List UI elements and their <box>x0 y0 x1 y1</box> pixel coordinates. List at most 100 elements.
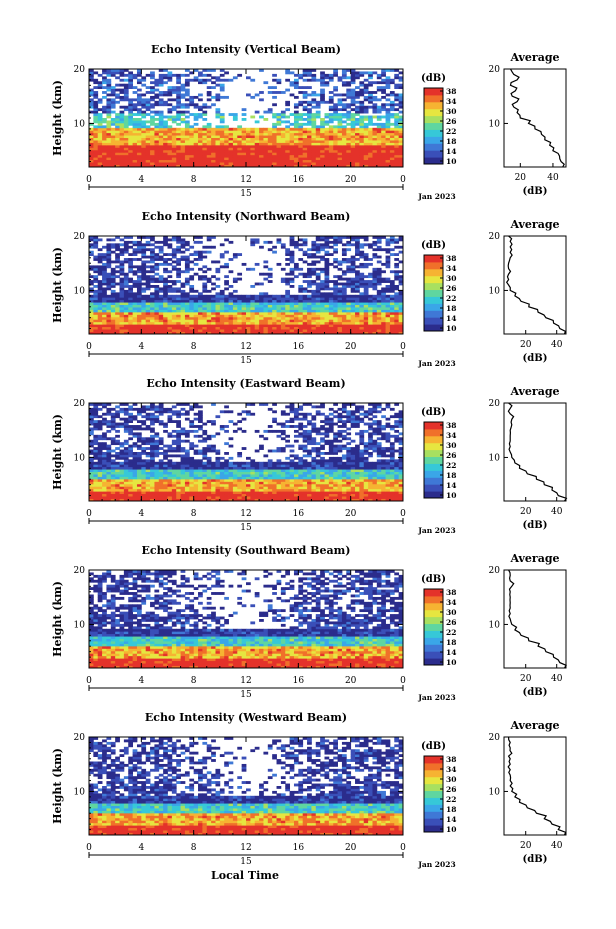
heatmap-cell <box>110 93 116 97</box>
heatmap-cell <box>215 152 221 156</box>
heatmap-cell <box>93 95 99 99</box>
heatmap-cell <box>189 478 195 482</box>
heatmap-cell <box>145 316 151 320</box>
heatmap-cell <box>315 272 321 276</box>
heatmap-cell <box>97 115 103 119</box>
heatmap-cell <box>324 304 330 308</box>
heatmap-cell <box>363 321 369 325</box>
heatmap-cell <box>333 130 338 134</box>
heatmap-cell <box>359 292 365 296</box>
heatmap-cell <box>158 78 164 82</box>
heatmap-cell <box>315 481 321 485</box>
heatmap-cell <box>228 309 234 313</box>
heatmap-cell <box>154 304 160 308</box>
heatmap-cell <box>302 299 308 303</box>
heatmap-cell <box>368 302 373 305</box>
heatmap-cell <box>158 140 164 143</box>
heatmap-cell <box>136 326 142 330</box>
colorbar-tick-label: 34 <box>446 97 456 106</box>
heatmap-cell <box>102 137 107 141</box>
heatmap-cell <box>311 270 317 274</box>
heatmap-cell <box>394 125 400 129</box>
heatmap-cell <box>355 100 360 104</box>
heatmap-cell <box>119 147 125 151</box>
heatmap-cell <box>280 127 286 131</box>
heatmap-cell <box>276 294 282 298</box>
heatmap-cell <box>259 69 264 72</box>
heatmap-cell <box>328 498 334 502</box>
heatmap-cell <box>211 164 216 168</box>
heatmap-cell <box>298 164 304 168</box>
heatmap-cell <box>193 319 199 323</box>
heatmap-cell <box>368 280 373 283</box>
heatmap-cell <box>232 314 238 318</box>
heatmap-cell <box>102 302 107 305</box>
heatmap-cell <box>237 277 243 281</box>
heatmap-cell <box>132 142 138 146</box>
heatmap-cell <box>123 326 129 330</box>
heatmap-cell <box>110 476 116 480</box>
heatmap-cell <box>237 152 243 156</box>
heatmap-cell <box>206 319 212 323</box>
heatmap-cell <box>89 287 94 291</box>
heatmap-cell <box>154 78 160 82</box>
heatmap-cell <box>145 486 151 490</box>
heatmap-cell <box>215 132 221 136</box>
heatmap-cell <box>337 481 343 485</box>
heatmap-cell <box>97 331 103 335</box>
heatmap-cell <box>368 493 373 497</box>
heatmap-cell <box>289 135 295 138</box>
heatmap-cell <box>341 93 347 97</box>
heatmap-cell <box>189 157 195 161</box>
heatmap-cell <box>215 326 221 330</box>
heatmap-cell <box>115 147 120 151</box>
heatmap-cell <box>363 498 369 502</box>
heatmap-cell <box>123 132 129 136</box>
heatmap-cell <box>171 311 177 315</box>
heatmap-cell <box>337 159 343 163</box>
heatmap-cell <box>176 240 181 244</box>
heatmap-cell <box>97 476 103 480</box>
heatmap-cell <box>110 275 116 279</box>
heatmap-cell <box>150 159 155 163</box>
heatmap-cell <box>167 287 173 291</box>
heatmap-cell <box>150 260 155 264</box>
heatmap-cell <box>259 159 264 163</box>
heatmap-cell <box>398 277 404 281</box>
heatmap-cell <box>276 159 282 163</box>
heatmap-cell <box>224 164 229 168</box>
heatmap-cell <box>328 144 334 148</box>
heatmap-cell <box>232 162 238 165</box>
heatmap-cell <box>302 289 308 293</box>
heatmap-cell <box>193 103 199 107</box>
heatmap-cell <box>115 491 120 495</box>
heatmap-cell <box>206 324 212 328</box>
heatmap-cell <box>141 142 147 146</box>
heatmap-cell <box>206 307 212 310</box>
heatmap-cell <box>259 164 264 168</box>
heatmap-cell <box>250 243 256 247</box>
heatmap-cell <box>394 491 400 495</box>
heatmap-cell <box>285 154 291 158</box>
heatmap-cell <box>150 130 155 134</box>
heatmap-cell <box>267 294 273 298</box>
heatmap-cell <box>341 105 347 109</box>
heatmap-cell <box>324 316 330 320</box>
heatmap-cell <box>328 253 334 256</box>
heatmap-cell <box>394 86 400 89</box>
heatmap-cell <box>372 164 378 168</box>
heatmap-cell <box>206 122 212 126</box>
heatmap-cell <box>320 297 325 301</box>
heatmap-cell <box>145 120 151 124</box>
heatmap-cell <box>320 285 325 288</box>
heatmap-cell <box>163 140 168 143</box>
heatmap-cell <box>228 498 234 502</box>
heatmap-cell <box>163 120 168 124</box>
heatmap-cell <box>302 331 308 335</box>
heatmap-cell <box>394 314 400 318</box>
heatmap-cell <box>263 304 269 308</box>
heatmap-cell <box>389 299 395 303</box>
heatmap-cell <box>341 496 347 499</box>
heatmap-cell <box>315 496 321 499</box>
heatmap-cell <box>119 297 125 301</box>
